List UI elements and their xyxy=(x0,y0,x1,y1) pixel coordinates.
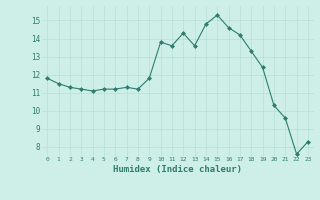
X-axis label: Humidex (Indice chaleur): Humidex (Indice chaleur) xyxy=(113,165,242,174)
